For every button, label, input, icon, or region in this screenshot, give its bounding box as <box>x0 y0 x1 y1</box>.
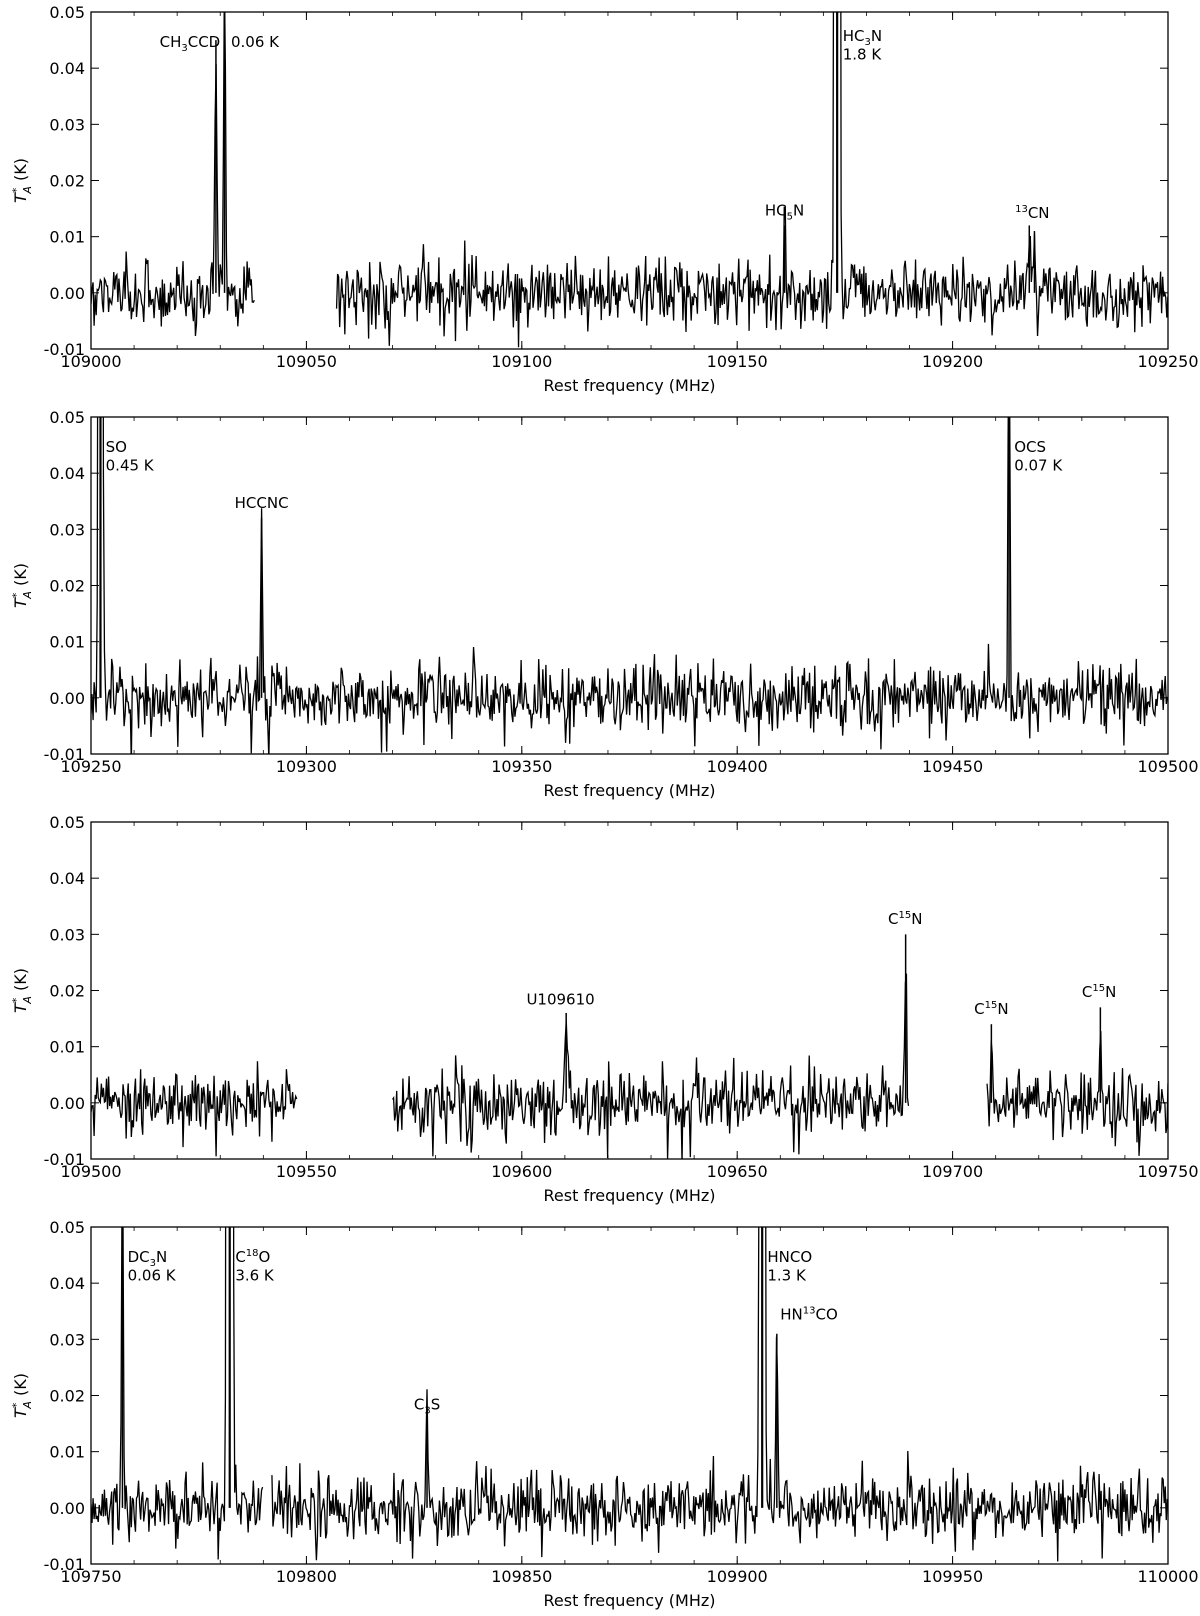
x-tick-label: 109100 <box>491 352 552 371</box>
y-tick-label: 0.03 <box>49 115 85 134</box>
y-tick-label: 0.00 <box>49 689 85 708</box>
y-tick-label: 0.03 <box>49 1330 85 1349</box>
spectrum-trace-segment <box>91 417 1168 754</box>
spectrum-panel-4: 109750 109800 109850 109900 109950 110000 -0.0… <box>10 1218 1199 1610</box>
x-axis-label: Rest frequency (MHz) <box>544 1591 716 1610</box>
y-tick-label: 0.01 <box>49 228 85 247</box>
y-tick-label: 0.01 <box>49 1443 85 1462</box>
y-tick-label: 0.05 <box>49 408 85 427</box>
x-tick-label: 109350 <box>491 757 552 776</box>
y-tick-label: 0.05 <box>49 813 85 832</box>
y-tick-label: 0.02 <box>49 172 85 191</box>
line-annotation: HNCO <box>767 1248 812 1266</box>
x-tick-label: 109750 <box>1137 1162 1198 1181</box>
x-tick-label: 109650 <box>707 1162 768 1181</box>
x-tick-label: 110000 <box>1137 1567 1198 1586</box>
line-annotation: C15N <box>888 910 922 928</box>
y-tick-label: 0.04 <box>49 59 85 78</box>
line-annotation: CH3CCD <box>160 33 221 54</box>
y-tick-label: 0.02 <box>49 577 85 596</box>
y-tick-label: 0.03 <box>49 925 85 944</box>
line-annotation: C18O <box>235 1248 270 1266</box>
spectrum-panel-1: 109000 109050 109100 109150 109200 109250 -0.0… <box>10 3 1199 395</box>
spectrum-panel-2: 109250 109300 109350 109400 109450 109500 -0.0… <box>10 408 1199 800</box>
spectrum-trace-segment <box>392 973 910 1159</box>
x-tick-label: 109000 <box>60 352 121 371</box>
y-tick-label: 0.04 <box>49 1274 85 1293</box>
x-axis-label: Rest frequency (MHz) <box>544 781 716 800</box>
line-annotation: 0.07 K <box>1014 456 1063 474</box>
x-tick-label: 109300 <box>276 757 337 776</box>
y-tick-label: 0.02 <box>49 1387 85 1406</box>
line-annotation: HC5N <box>765 201 804 222</box>
x-tick-label: 109250 <box>60 757 121 776</box>
y-tick-label: 0.00 <box>49 1499 85 1518</box>
line-annotation: 1.3 K <box>767 1266 807 1284</box>
y-tick-label: 0.04 <box>49 464 85 483</box>
y-tick-label: 0.04 <box>49 869 85 888</box>
line-annotation: OCS <box>1014 438 1046 456</box>
y-tick-label: 0.00 <box>49 1094 85 1113</box>
spectrum-trace-segment <box>91 1227 264 1560</box>
y-axis-label: T*A (K) <box>10 1373 34 1418</box>
x-tick-label: 109250 <box>1137 352 1198 371</box>
line-annotation: 0.06 K <box>128 1266 177 1284</box>
x-tick-label: 109850 <box>491 1567 552 1586</box>
x-tick-label: 109600 <box>491 1162 552 1181</box>
y-tick-label: -0.01 <box>44 745 85 764</box>
x-axis-label: Rest frequency (MHz) <box>544 376 716 395</box>
line-annotation: 0.06 K <box>231 33 280 51</box>
x-tick-label: 109150 <box>707 352 768 371</box>
y-tick-label: 0.00 <box>49 284 85 303</box>
line-annotation: HN13CO <box>780 1306 838 1324</box>
line-annotation: C15N <box>974 1000 1008 1018</box>
x-tick-label: 109050 <box>276 352 337 371</box>
y-tick-label: 0.05 <box>49 1218 85 1237</box>
y-tick-label: 0.03 <box>49 520 85 539</box>
y-tick-label: 0.02 <box>49 982 85 1001</box>
line-annotation: DC3N <box>128 1248 168 1269</box>
x-tick-label: 109800 <box>276 1567 337 1586</box>
y-tick-label: 0.05 <box>49 3 85 22</box>
x-tick-label: 109950 <box>922 1567 983 1586</box>
x-tick-label: 109500 <box>60 1162 121 1181</box>
line-annotation: U109610 <box>526 991 594 1009</box>
x-tick-label: 109700 <box>922 1162 983 1181</box>
spectrum-panel-3: 109500 109550 109600 109650 109700 109750 -0.0… <box>10 813 1199 1205</box>
line-annotation: C3S <box>414 1396 440 1417</box>
spectrum-trace-segment <box>986 1031 1168 1156</box>
y-tick-label: 0.01 <box>49 633 85 652</box>
line-annotation: 1.8 K <box>843 46 883 64</box>
y-tick-label: -0.01 <box>44 340 85 359</box>
spectrum-trace-segment <box>91 12 255 336</box>
x-tick-label: 109400 <box>707 757 768 776</box>
line-annotation: 13CN <box>1015 204 1049 222</box>
line-annotation: HCCNC <box>235 494 289 512</box>
x-axis-label: Rest frequency (MHz) <box>544 1186 716 1205</box>
y-tick-label: -0.01 <box>44 1555 85 1574</box>
x-tick-label: 109750 <box>60 1567 121 1586</box>
y-axis-label: T*A (K) <box>10 158 34 203</box>
x-tick-label: 109500 <box>1137 757 1198 776</box>
x-tick-label: 109900 <box>707 1567 768 1586</box>
line-annotation: 0.45 K <box>106 456 155 474</box>
spectrum-trace-segment <box>271 1227 1168 1562</box>
x-tick-label: 109450 <box>922 757 983 776</box>
line-annotation: C15N <box>1082 983 1116 1001</box>
line-annotation: 3.6 K <box>235 1266 275 1284</box>
x-tick-label: 109200 <box>922 352 983 371</box>
spectrum-trace-segment <box>91 1061 298 1157</box>
x-tick-label: 109550 <box>276 1162 337 1181</box>
y-axis-label: T*A (K) <box>10 563 34 608</box>
line-annotation: HC3N <box>843 27 882 48</box>
spectrum-trace-segment <box>335 12 1168 348</box>
y-axis-label: T*A (K) <box>10 968 34 1013</box>
y-tick-label: -0.01 <box>44 1150 85 1169</box>
line-annotation: SO <box>106 438 127 456</box>
y-tick-label: 0.01 <box>49 1038 85 1057</box>
